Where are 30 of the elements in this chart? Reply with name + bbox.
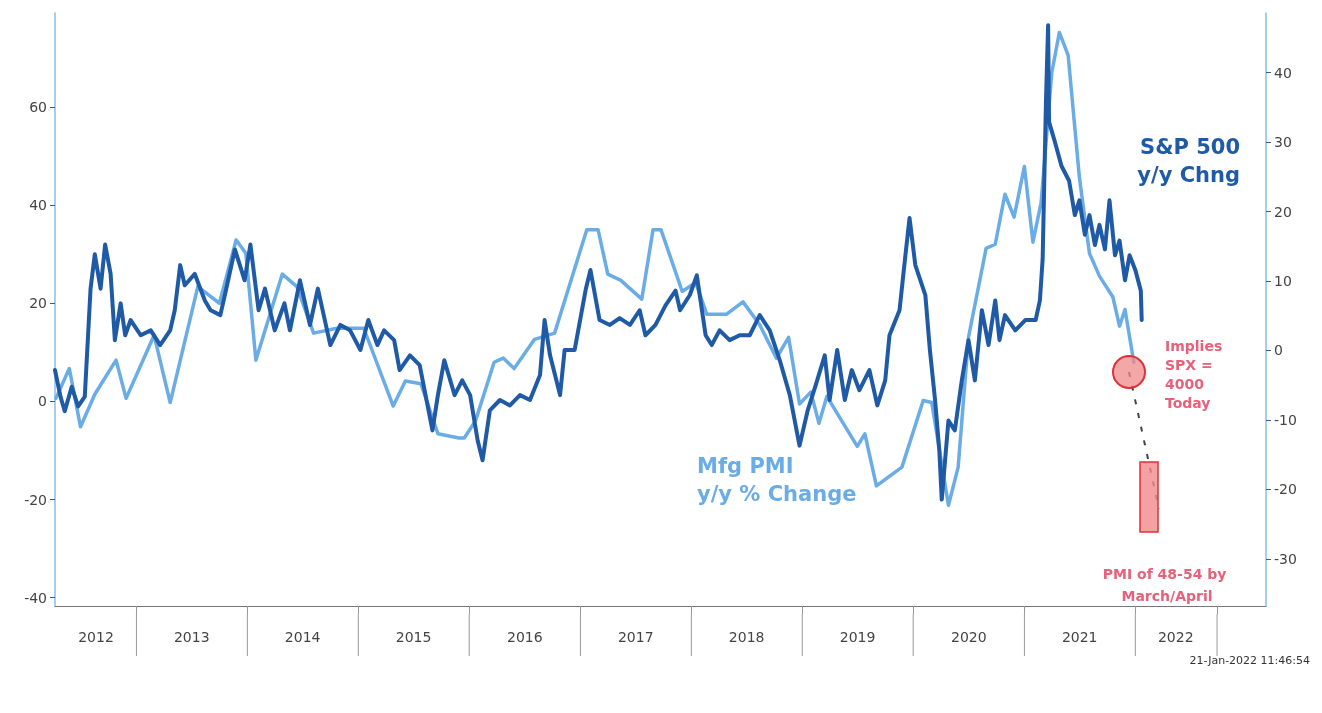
series-label: S&P 500 y/y Chng: [1137, 135, 1240, 187]
y2-tick-label: 20: [1274, 203, 1292, 220]
y2-tick-label: 0: [1274, 342, 1283, 359]
y-tick-label: -20: [24, 491, 47, 508]
y2-tick-label: 40: [1274, 64, 1292, 81]
y-tick-label: -40: [24, 589, 47, 606]
x-tick-label: 2012: [78, 629, 114, 645]
x-tick-label: 2017: [617, 629, 654, 645]
y-tick-label: 60: [29, 99, 47, 116]
x-tick-label: 2015: [395, 629, 432, 645]
x-tick-label: 2016: [506, 629, 543, 645]
text: 21-Jan-2022 11:46:54: [1189, 654, 1311, 667]
y-tick-label: 20: [29, 295, 47, 312]
x-tick-label: 2020: [950, 629, 987, 645]
annotation: Implies SPX = 4000 Today: [1165, 337, 1228, 411]
y2-tick-label: 30: [1274, 134, 1292, 151]
y2-tick-label: 10: [1274, 273, 1292, 290]
y-tick-label: 40: [29, 197, 47, 214]
y2-tick-label: -10: [1274, 411, 1297, 428]
x-tick-label: 2019: [839, 629, 876, 645]
x-tick-label: 2013: [173, 629, 210, 645]
x-tick-label: 2018: [728, 629, 765, 645]
x-tick-label: 2022: [1157, 629, 1194, 645]
y2-tick-label: -20: [1274, 481, 1297, 498]
x-tick-label: 2021: [1061, 629, 1098, 645]
x-tick-label: 2014: [284, 629, 321, 645]
y-tick-label: 0: [38, 393, 47, 410]
annotation: PMI of 48-54 by March/April: [1102, 566, 1232, 604]
series-label: Mfg PMI y/y % Change: [697, 454, 857, 506]
y2-tick-label: -30: [1274, 550, 1297, 567]
